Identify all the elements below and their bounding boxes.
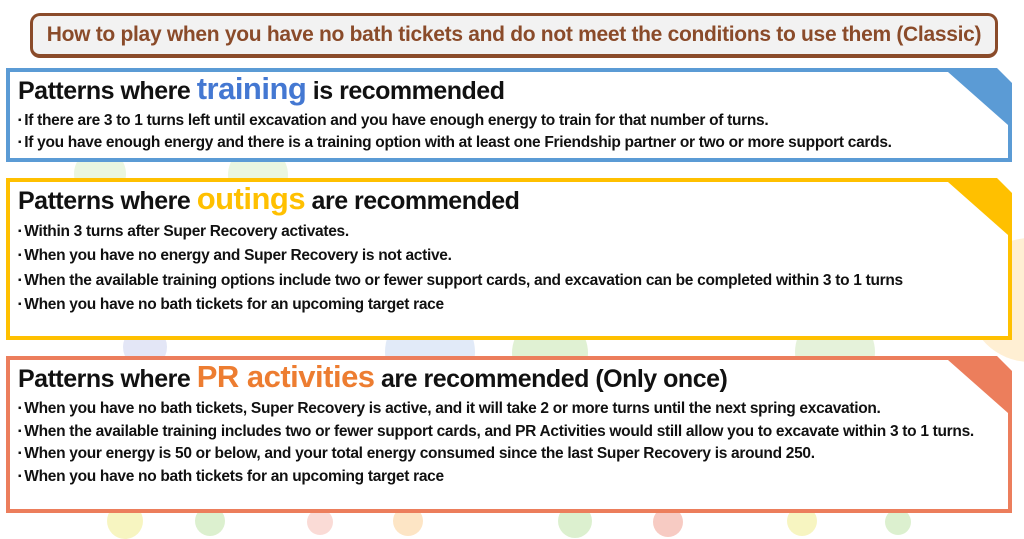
bullet-text: When the available training includes two… xyxy=(24,422,974,440)
page-title-bar: How to play when you have no bath ticket… xyxy=(30,13,998,58)
bullet-icon: ▪ xyxy=(18,274,22,286)
bullet-icon: ▪ xyxy=(18,115,22,127)
bullet-icon: ▪ xyxy=(18,298,22,310)
heading-highlight-outings: outings xyxy=(196,181,306,216)
bullet-item: ▪ When you have no bath tickets for an up… xyxy=(18,466,996,488)
bullet-text: If there are 3 to 1 turns left until exc… xyxy=(24,112,769,130)
bullet-text: If you have enough energy and there is a… xyxy=(24,134,892,152)
heading-suffix: are recommended (Only once) xyxy=(374,365,728,393)
section-outings-bullets: ▪ Within 3 turns after Super Recovery act… xyxy=(18,220,996,317)
bullet-icon: ▪ xyxy=(18,226,22,238)
heading-prefix: Patterns where xyxy=(18,187,197,215)
heading-suffix: is recommended xyxy=(306,77,505,105)
bullet-text: Within 3 turns after Super Recovery acti… xyxy=(24,223,349,241)
bullet-item: ▪ When you have no bath tickets, Super Re… xyxy=(18,398,996,420)
bullet-text: When you have no energy and Super Recove… xyxy=(24,247,452,265)
section-outings-heading: Patterns where outings are recommended xyxy=(18,179,996,219)
bullet-item: ▪ When the available training includes tw… xyxy=(18,421,996,443)
bullet-icon: ▪ xyxy=(18,403,22,415)
section-pr-activities-panel xyxy=(10,360,1008,509)
heading-suffix: are recommended xyxy=(305,187,520,215)
heading-highlight-pr-activities: PR activities xyxy=(196,359,375,394)
bullet-item: ▪ When you have no energy and Super Recov… xyxy=(18,244,996,268)
heading-highlight-training: training xyxy=(196,71,307,106)
section-training-panel xyxy=(10,72,1008,158)
section-training: Patterns where training is recommended ▪… xyxy=(6,68,1012,162)
bullet-icon: ▪ xyxy=(18,448,22,460)
bullet-text: When your energy is 50 or below, and you… xyxy=(24,445,815,463)
section-pr-activities-bullets: ▪ When you have no bath tickets, Super Re… xyxy=(18,398,996,488)
bullet-text: When you have no bath tickets for an upc… xyxy=(24,295,444,313)
bullet-item: ▪ Within 3 turns after Super Recovery act… xyxy=(18,220,996,244)
bullet-item: ▪ If there are 3 to 1 turns left until ex… xyxy=(18,110,996,132)
bullet-item: ▪ When your energy is 50 or below, and yo… xyxy=(18,443,996,465)
heading-prefix: Patterns where xyxy=(18,365,197,393)
section-pr-activities-heading: Patterns where PR activities are recomme… xyxy=(18,357,996,397)
bullet-text: When you have no bath tickets, Super Rec… xyxy=(24,400,881,418)
bullet-icon: ▪ xyxy=(18,137,22,149)
section-outings: Patterns where outings are recommended ▪… xyxy=(6,178,1012,340)
bullet-text: When you have no bath tickets for an upc… xyxy=(24,467,444,485)
section-training-bullets: ▪ If there are 3 to 1 turns left until ex… xyxy=(18,110,996,154)
page-title: How to play when you have no bath ticket… xyxy=(46,23,982,46)
bullet-text: When the available training options incl… xyxy=(24,271,903,289)
bullet-icon: ▪ xyxy=(18,470,22,482)
section-training-heading: Patterns where training is recommended xyxy=(18,69,996,109)
bullet-item: ▪ If you have enough energy and there is … xyxy=(18,132,996,154)
bullet-item: ▪ When you have no bath tickets for an up… xyxy=(18,293,996,317)
heading-prefix: Patterns where xyxy=(18,77,197,105)
bullet-icon: ▪ xyxy=(18,425,22,437)
bullet-icon: ▪ xyxy=(18,250,22,262)
bullet-item: ▪ When the available training options inc… xyxy=(18,269,996,293)
section-pr-activities: Patterns where PR activities are recomme… xyxy=(6,356,1012,513)
section-outings-panel xyxy=(10,182,1008,336)
